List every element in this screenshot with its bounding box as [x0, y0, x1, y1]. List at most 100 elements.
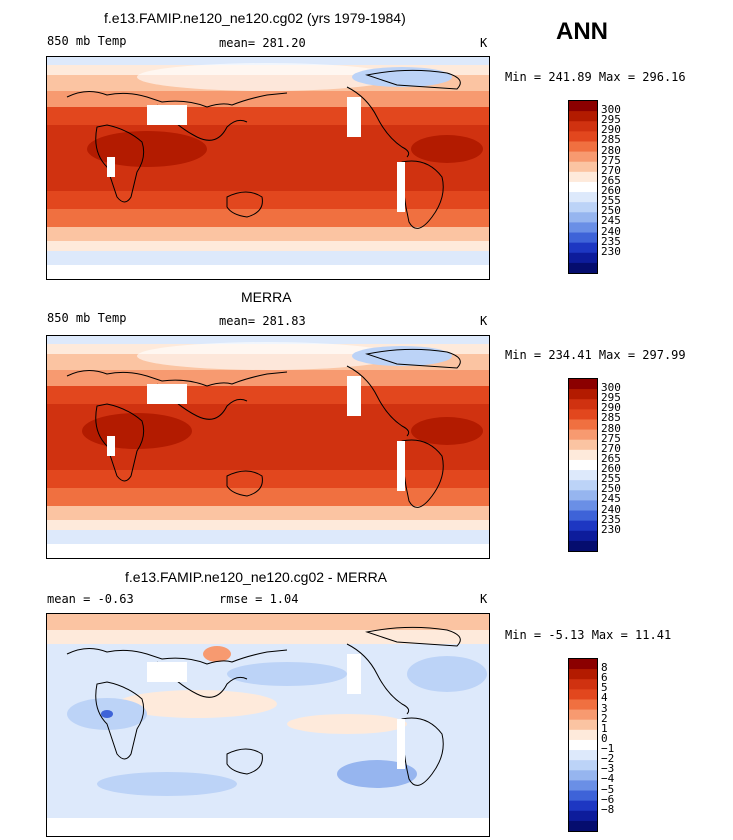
colorbar-tick-label: 290 — [601, 401, 621, 415]
colorbar-swatch — [569, 151, 597, 163]
colorbar-tick-label: 3 — [601, 701, 608, 715]
colorbar-swatch — [569, 820, 597, 832]
colorbar-swatch — [569, 729, 597, 741]
colorbar-tick-label: −1 — [601, 742, 615, 756]
colorbar-tick-label: 280 — [601, 143, 621, 157]
colorbar-swatch — [569, 389, 597, 400]
colorbar-tick-label: 6 — [601, 671, 608, 685]
masked-land — [107, 97, 405, 212]
panel1-map-svg — [47, 57, 489, 279]
panel3-units: K — [480, 592, 488, 606]
colorbar-swatch — [569, 520, 597, 532]
colorbar-tick-label: 240 — [601, 224, 621, 238]
colorbar-swatch — [569, 252, 597, 264]
colorbar-swatch — [569, 739, 597, 751]
panel2-map — [46, 335, 490, 559]
colorbar-swatch — [569, 429, 597, 441]
colorbar-swatch — [569, 131, 597, 142]
colorbar-swatch — [569, 500, 597, 512]
colorbar-tick-label: 250 — [601, 482, 621, 496]
panel1-colorbar-swatches — [569, 101, 597, 274]
colorbar-swatch — [569, 530, 597, 542]
panel1-colorbar — [568, 100, 598, 274]
colorbar-tick-label: 240 — [601, 502, 621, 516]
colorbar-swatch — [569, 181, 597, 193]
colorbar-tick-label: 265 — [601, 173, 621, 187]
temp-bands — [47, 336, 489, 558]
panel1-minmax: Min = 241.89 Max = 296.16 — [505, 70, 686, 84]
panel2-minmax: Min = 234.41 Max = 297.99 — [505, 348, 686, 362]
colorbar-swatch — [569, 510, 597, 522]
panel3-title: f.e13.FAMIP.ne120_ne120.cg02 - MERRA — [125, 569, 388, 585]
panel1-variable: 850 mb Temp — [47, 34, 127, 48]
colorbar-swatch — [569, 490, 597, 501]
colorbar-tick-label: 2 — [601, 711, 608, 725]
masked-land — [107, 376, 405, 491]
colorbar-swatch — [569, 800, 597, 812]
colorbar-tick-label: 255 — [601, 472, 621, 486]
colorbar-swatch — [569, 790, 597, 802]
colorbar-swatch — [569, 669, 597, 680]
colorbar-swatch — [569, 470, 597, 481]
colorbar-swatch — [569, 141, 597, 153]
colorbar-swatch — [569, 202, 597, 213]
colorbar-tick-label: 245 — [601, 492, 621, 506]
colorbar-swatch — [569, 232, 597, 244]
colorbar-tick-label: 230 — [601, 244, 621, 258]
panel3-map-svg — [47, 614, 489, 836]
colorbar-swatch — [569, 242, 597, 254]
colorbar-tick-label: 290 — [601, 123, 621, 137]
panel1-units: K — [480, 36, 488, 50]
panel3-colorbar-swatches — [569, 659, 597, 832]
colorbar-swatch — [569, 409, 597, 420]
colorbar-swatch — [569, 480, 597, 491]
colorbar-swatch — [569, 459, 597, 471]
colorbar-tick-label: 295 — [601, 113, 621, 127]
colorbar-swatch — [569, 689, 597, 700]
panel1-map — [46, 56, 490, 280]
panel2-units: K — [480, 314, 488, 328]
panel3-mean: mean = -0.63 — [47, 592, 134, 606]
colorbar-tick-label: −3 — [601, 762, 615, 776]
season-label: ANN — [556, 18, 608, 45]
colorbar-tick-label: −5 — [601, 782, 615, 796]
colorbar-tick-label: −6 — [601, 792, 615, 806]
colorbar-swatch — [569, 111, 597, 122]
colorbar-swatch — [569, 810, 597, 822]
colorbar-swatch — [569, 419, 597, 431]
colorbar-tick-label: 275 — [601, 153, 621, 167]
colorbar-tick-label: 8 — [601, 661, 608, 675]
panel3-minmax: Min = -5.13 Max = 11.41 — [505, 628, 672, 642]
colorbar-tick-label: 1 — [601, 721, 608, 735]
panel2-map-svg — [47, 336, 489, 558]
colorbar-tick-label: 255 — [601, 194, 621, 208]
diff-field — [47, 614, 489, 836]
colorbar-swatch — [569, 161, 597, 173]
panel2-colorbar — [568, 378, 598, 552]
colorbar-swatch — [569, 770, 597, 781]
colorbar-tick-label: 5 — [601, 681, 608, 695]
colorbar-tick-label: 275 — [601, 431, 621, 445]
colorbar-tick-label: 245 — [601, 214, 621, 228]
colorbar-tick-label: 265 — [601, 451, 621, 465]
panel3-map — [46, 613, 490, 837]
panel3-colorbar — [568, 658, 598, 832]
colorbar-swatch — [569, 222, 597, 234]
panel2-variable: 850 mb Temp — [47, 311, 127, 325]
colorbar-swatch — [569, 192, 597, 203]
colorbar-tick-label: 250 — [601, 204, 621, 218]
colorbar-tick-label: −2 — [601, 752, 615, 766]
colorbar-swatch — [569, 719, 597, 731]
colorbar-tick-label: 260 — [601, 184, 621, 198]
panel2-title: MERRA — [241, 289, 292, 305]
colorbar-swatch — [569, 121, 597, 132]
colorbar-swatch — [569, 449, 597, 461]
panel3-rmse: rmse = 1.04 — [219, 592, 299, 606]
colorbar-tick-label: 280 — [601, 421, 621, 435]
colorbar-swatch — [569, 699, 597, 711]
colorbar-swatch — [569, 439, 597, 451]
colorbar-swatch — [569, 750, 597, 761]
colorbar-tick-label: −4 — [601, 772, 615, 786]
colorbar-tick-label: 235 — [601, 512, 621, 526]
colorbar-swatch — [569, 171, 597, 183]
